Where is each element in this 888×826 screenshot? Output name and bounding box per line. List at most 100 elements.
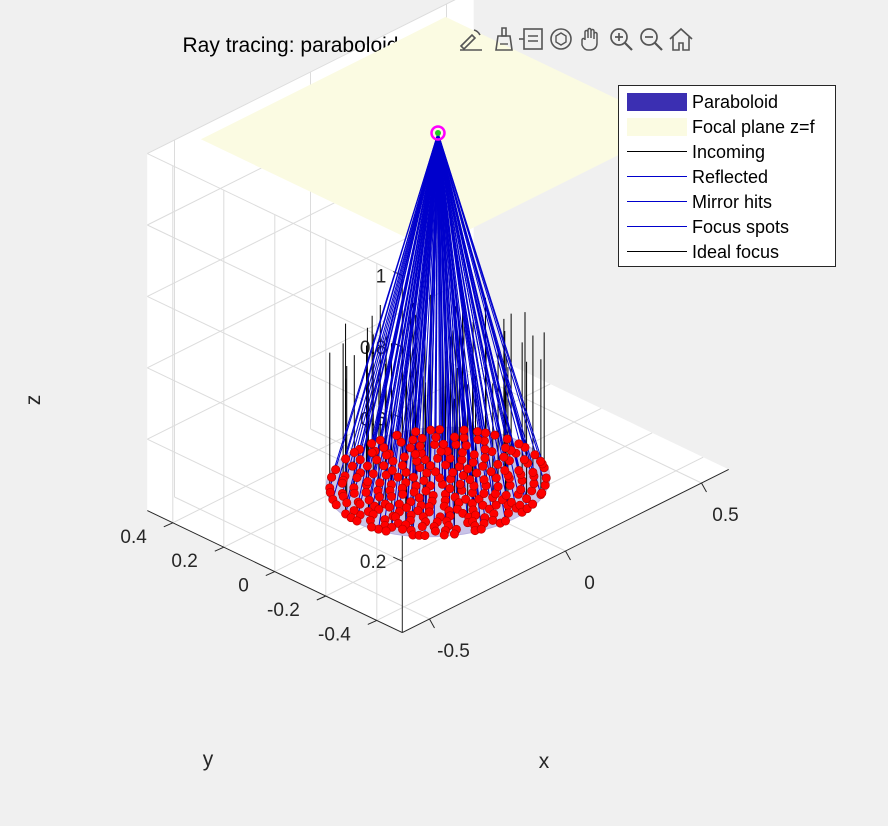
mirror-hit [522, 494, 532, 504]
mirror-hit [382, 450, 392, 460]
legend-entry: Focus spots [619, 214, 835, 239]
mirror-hit [502, 434, 512, 444]
mirror-hit [493, 459, 503, 469]
reflected-ray [391, 132, 439, 528]
legend-swatch [627, 117, 687, 136]
mirror-hit [479, 489, 489, 499]
rotate-3d-icon [550, 28, 572, 50]
mirror-hit [486, 467, 496, 477]
mirror-hit [415, 441, 425, 451]
rotate-3d-button[interactable] [546, 24, 576, 54]
z-tick-label: 0.2 [360, 552, 386, 573]
legend-label: Ideal focus [692, 241, 780, 262]
mirror-hits [325, 425, 551, 540]
x-tick-label: 0 [584, 573, 595, 594]
mirror-hit [450, 432, 460, 442]
reflected-ray [437, 132, 542, 462]
mirror-hit [331, 500, 341, 510]
mirror-hit [473, 435, 483, 445]
mirror-hit [347, 461, 357, 471]
legend-label: Focus spots [692, 216, 790, 237]
reflected-ray [379, 132, 439, 441]
pan-hand-button[interactable] [576, 24, 606, 54]
pan-hand-icon [581, 27, 598, 51]
mirror-hit [469, 481, 479, 491]
edit-plot-button[interactable] [456, 24, 486, 54]
legend-label: Paraboloid [692, 91, 779, 112]
legend-swatch [627, 143, 687, 161]
reflected-ray [437, 132, 508, 440]
legend-label: Reflected [692, 166, 769, 187]
x-tick-label: -0.5 [437, 641, 470, 662]
z-tick [393, 556, 403, 562]
mirror-hit [480, 444, 490, 454]
mirror-hit [458, 471, 468, 481]
mirror-hit [499, 452, 509, 462]
y-tick-label: 0.2 [171, 551, 197, 572]
reflected-ray [435, 132, 439, 438]
mirror-hit [393, 472, 403, 482]
y-tick-label: 0 [238, 576, 249, 597]
reflected-ray [437, 132, 528, 509]
mirror-hit [405, 443, 415, 453]
mirror-hit [491, 473, 501, 483]
mirror-hit [461, 441, 471, 451]
mirror-hit [445, 484, 455, 494]
edit-plot-icon [459, 29, 482, 51]
mirror-hit [355, 499, 365, 509]
mirror-hit [362, 461, 372, 471]
legend-label: Focal plane z=f [692, 116, 815, 137]
mirror-hit [414, 493, 424, 503]
grid-line [147, 224, 403, 348]
x-tick [429, 618, 435, 629]
zoom-in-button[interactable] [606, 24, 636, 54]
mirror-hit [331, 465, 341, 475]
reflected-ray [412, 132, 439, 440]
legend-swatch [627, 193, 687, 211]
mirror-hit [430, 526, 440, 536]
mirror-hit [501, 490, 511, 500]
mirror-hit [367, 522, 377, 532]
mirror-hit [537, 488, 547, 498]
reflected-ray [437, 132, 486, 434]
mirror-hit [503, 508, 513, 518]
mirror-hit [421, 486, 431, 496]
mirror-hit [461, 494, 471, 504]
reflected-ray [437, 132, 526, 448]
mirror-hit [528, 467, 538, 477]
home-button[interactable] [666, 24, 696, 54]
y-tick-label: -0.4 [318, 624, 351, 645]
home-icon [669, 27, 693, 51]
mirror-hit [379, 461, 389, 471]
mirror-hit [519, 455, 529, 465]
y-tick-label: 0.4 [120, 527, 147, 548]
mirror-hit [478, 461, 488, 471]
mirror-hit [349, 488, 359, 498]
mirror-hit [408, 435, 418, 445]
mirror-hit [342, 498, 352, 508]
x-axis-label: x [539, 750, 550, 773]
mirror-hit [372, 455, 382, 465]
zoom-out-button[interactable] [636, 24, 666, 54]
legend-entry: Ideal focus [619, 239, 835, 264]
mirror-hit [500, 465, 510, 475]
mirror-hit [381, 526, 391, 536]
mirror-hit [465, 475, 475, 485]
mirror-hit [374, 492, 384, 502]
mirror-hit [386, 491, 396, 501]
data-tips-icon [519, 28, 543, 50]
reflected-ray [437, 132, 457, 445]
reflected-ray [437, 132, 465, 431]
mirror-hit [463, 464, 473, 474]
mirror-hit [341, 454, 351, 464]
mirror-hit [352, 516, 362, 526]
data-tips-button[interactable] [516, 24, 546, 54]
grid-line [147, 0, 456, 155]
mirror-hit [384, 502, 394, 512]
mirror-hit [476, 524, 486, 534]
mirror-hit [409, 472, 419, 482]
mirror-hit [514, 466, 524, 476]
brush-button[interactable] [486, 24, 516, 54]
y-axis-label: y [203, 748, 214, 771]
mirror-hit [375, 435, 385, 445]
